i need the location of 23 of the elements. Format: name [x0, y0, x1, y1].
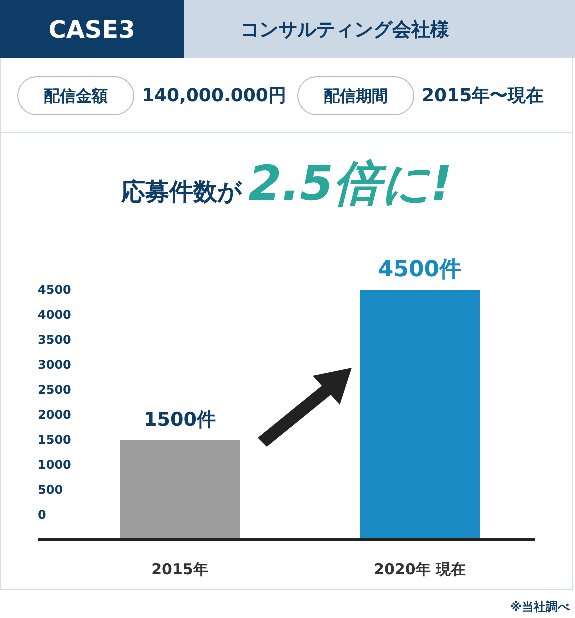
y-tick-label: 2000 — [38, 408, 72, 422]
text: 配信期間 — [324, 86, 388, 106]
y-tick-label: 3000 — [38, 358, 72, 372]
chart-title: 応募件数が — [120, 178, 243, 206]
y-tick-label: 2500 — [38, 382, 72, 397]
text: 配信金額 — [44, 86, 108, 106]
text: 2015年〜現在 — [422, 86, 544, 106]
y-tick-label: 4000 — [38, 308, 72, 322]
y-tick-label: 1000 — [38, 458, 72, 472]
x-tick-label: 2015年 — [152, 560, 208, 579]
text: ※当社調べ — [510, 600, 571, 614]
text: 140,000.000円 — [142, 86, 286, 106]
y-tick-label: 0 — [38, 508, 46, 522]
text: コンサルティング会社様 — [240, 19, 450, 41]
data-label: 4500件 — [378, 258, 462, 282]
data-label: 1500件 — [144, 409, 216, 431]
chart-subtitle: 2.5倍に! — [248, 156, 452, 212]
text: CASE3 — [48, 16, 136, 44]
y-tick-label: 4500 — [38, 282, 72, 297]
y-tick-label: 3500 — [38, 332, 72, 347]
x-tick-label: 2020年 現在 — [374, 560, 466, 579]
y-tick-label: 1500 — [38, 432, 72, 447]
y-tick-label: 500 — [38, 482, 64, 497]
